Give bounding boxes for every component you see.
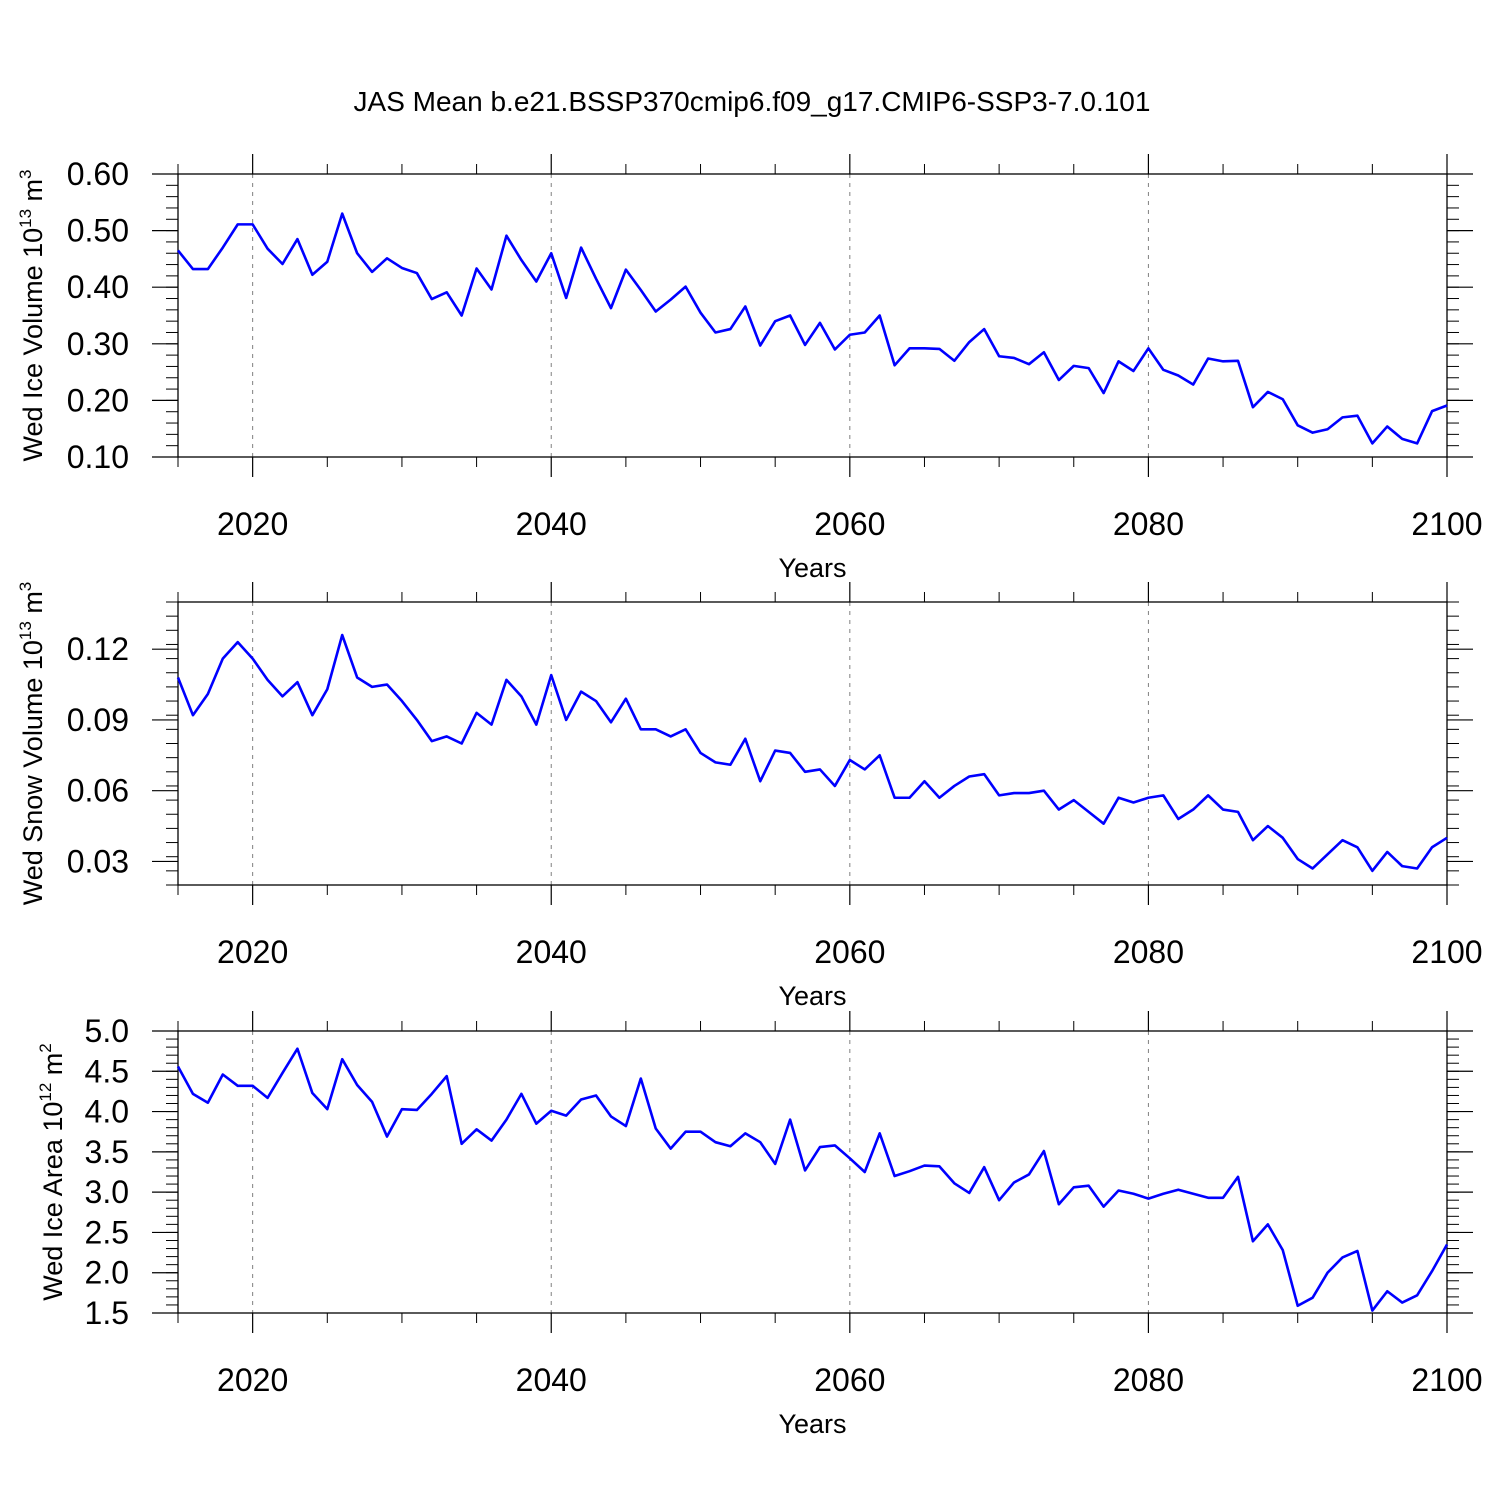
y-axis-label-unit: m [18,179,48,209]
y-tick-label: 0.30 [67,326,129,362]
x-tick-label: 2100 [1411,506,1482,542]
plot-frame [177,1030,1448,1314]
y-tick-label: 0.03 [67,843,129,879]
x-axis-label: Years [778,1409,846,1439]
series-line [176,1047,1449,1312]
y-axis-label-unit-exponent: 3 [16,169,35,178]
x-tick-label: 2060 [814,506,885,542]
y-axis-label-unit-exponent: 2 [36,1043,55,1052]
y-axis-label: Wed Ice Volume 1013 m3 [16,169,48,461]
y-tick-label: 1.5 [85,1295,129,1331]
y-tick-label: 0.50 [67,213,129,249]
y-tick-label: 4.0 [85,1094,129,1130]
y-tick-label: 0.06 [67,773,129,809]
plot-frame [177,173,1448,458]
x-tick-label: 2020 [217,934,288,970]
panel-3: 2020 2040 2060 2080 2100 1.5 2.0 2.5 3.0 3.5 4.0 4.… [36,1011,1483,1439]
y-tick-label: 0.09 [67,702,129,738]
y-tick-label: 0.10 [67,439,129,475]
x-tick-label: 2060 [814,934,885,970]
series-line [176,633,1448,873]
x-tick-label: 2040 [516,1362,587,1398]
x-tick-label: 2100 [1411,934,1482,970]
y-axis-label: Wed Snow Volume 1013 m3 [16,582,48,906]
y-tick-label: 0.40 [67,269,129,305]
y-tick-label: 2.0 [85,1255,129,1291]
x-axis-label: Years [778,553,846,583]
chart-title: JAS Mean b.e21.BSSP370cmip6.f09_g17.CMIP… [354,86,1151,117]
series-line [176,212,1448,445]
y-axis-label-exponent: 12 [36,1083,55,1102]
x-tick-label: 2060 [814,1362,885,1398]
plot-frame [177,601,1448,886]
y-axis-label: Wed Ice Area 1012 m2 [36,1043,68,1301]
x-tick-label: 2040 [516,934,587,970]
x-tick-label: 2020 [217,506,288,542]
x-tick-label: 2040 [516,506,587,542]
x-tick-label: 2100 [1411,1362,1482,1398]
x-tick-label: 2020 [217,1362,288,1398]
y-axis-label-exponent: 13 [16,621,35,640]
x-axis-label: Years [778,981,846,1011]
x-tick-label: 2080 [1113,1362,1184,1398]
x-tick-label: 2080 [1113,506,1184,542]
y-tick-label: 0.20 [67,382,129,418]
y-axis-label-exponent: 13 [16,209,35,228]
y-tick-label: 3.0 [85,1174,129,1210]
y-tick-label: 0.60 [67,156,129,192]
y-axis-label-unit: m [38,1053,68,1083]
y-tick-label: 0.12 [67,631,129,667]
y-axis-label-unit-exponent: 3 [16,582,35,591]
y-tick-label: 4.5 [85,1053,129,1089]
panel-1: 2020 2040 2060 2080 2100 0.10 0.20 0.30 0.40 0.50… [16,154,1483,583]
y-axis-label-text: Wed Snow Volume 10 [18,640,48,905]
panels: 2020 2040 2060 2080 2100 0.10 0.20 0.30 0.40 0.50… [16,154,1483,1439]
panel-2: 2020 2040 2060 2080 2100 0.03 0.06 0.09 0.12 Year… [16,582,1483,1011]
y-tick-label: 5.0 [85,1013,129,1049]
x-tick-label: 2080 [1113,934,1184,970]
y-tick-label: 2.5 [85,1214,129,1250]
y-axis-label-unit: m [18,591,48,621]
y-tick-label: 3.5 [85,1134,129,1170]
y-axis-label-text: Wed Ice Volume 10 [18,228,48,462]
y-axis-label-text: Wed Ice Area 10 [38,1102,68,1301]
